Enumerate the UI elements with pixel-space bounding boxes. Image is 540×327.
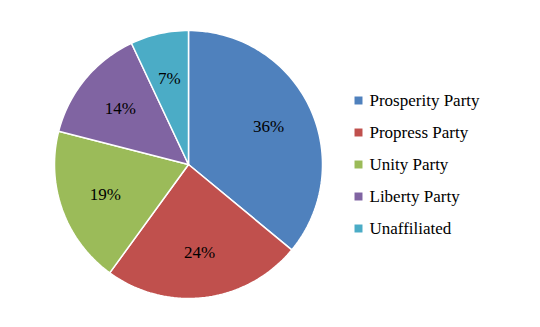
svg-text:Unity Party: Unity Party [370,155,449,174]
svg-text:14%: 14% [105,99,136,118]
svg-text:Liberty Party: Liberty Party [370,187,461,206]
svg-text:Unaffiliated: Unaffiliated [370,219,452,238]
svg-text:19%: 19% [90,185,121,204]
svg-text:Propress Party: Propress Party [370,123,469,142]
svg-text:24%: 24% [184,243,215,262]
svg-text:36%: 36% [253,117,284,136]
svg-text:7%: 7% [158,69,181,88]
svg-text:Prosperity Party: Prosperity Party [370,91,481,110]
